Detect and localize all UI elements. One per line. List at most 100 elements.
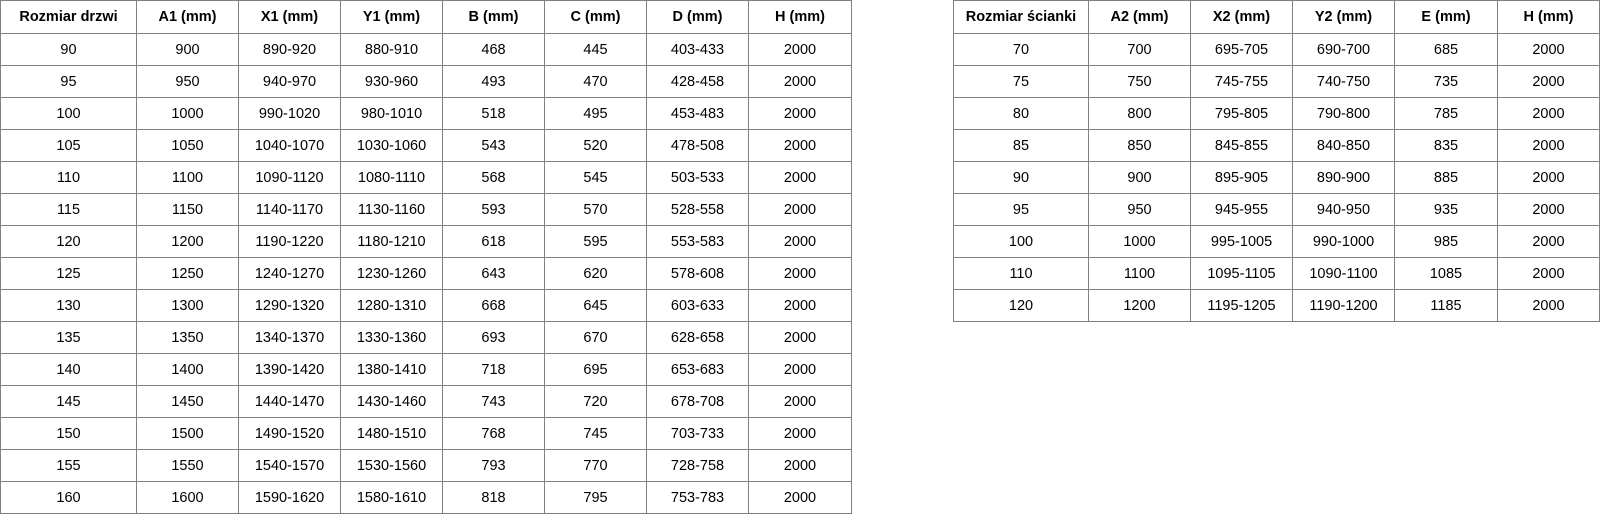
table-cell: 578-608: [646, 257, 749, 290]
table-cell: 80: [953, 97, 1089, 130]
table-cell: 880-910: [340, 33, 443, 66]
table-cell: 2000: [1497, 257, 1600, 290]
table-cell: 493: [442, 65, 545, 98]
table-cell: 95: [953, 193, 1089, 226]
table-cell: 620: [544, 257, 647, 290]
table-cell: 1000: [136, 97, 239, 130]
table-cell: 593: [442, 193, 545, 226]
column-header: X2 (mm): [1190, 0, 1293, 34]
table-cell: 643: [442, 257, 545, 290]
table-cell: 750: [1088, 65, 1191, 98]
table-cell: 2000: [1497, 225, 1600, 258]
table-cell: 703-733: [646, 417, 749, 450]
table-cell: 900: [136, 33, 239, 66]
table-cell: 1085: [1394, 257, 1498, 290]
column-header: Rozmiar ścianki: [953, 0, 1089, 34]
table-cell: 1300: [136, 289, 239, 322]
table-cell: 520: [544, 129, 647, 162]
table-row: 90 900 895-905 890-900 885 2000: [953, 161, 1600, 194]
table-cell: 2000: [748, 321, 852, 354]
table-cell: 543: [442, 129, 545, 162]
table-cell: 1530-1560: [340, 449, 443, 482]
table-cell: 1090-1120: [238, 161, 341, 194]
table-cell: 845-855: [1190, 129, 1293, 162]
table-cell: 720: [544, 385, 647, 418]
table-cell: 1190-1200: [1292, 289, 1395, 322]
table-cell: 528-558: [646, 193, 749, 226]
table-cell: 503-533: [646, 161, 749, 194]
table-cell: 735: [1394, 65, 1498, 98]
table-cell: 890-900: [1292, 161, 1395, 194]
table-cell: 745-755: [1190, 65, 1293, 98]
table-cell: 110: [953, 257, 1089, 290]
table-cell: 135: [0, 321, 137, 354]
table-cell: 700: [1088, 33, 1191, 66]
table-cell: 145: [0, 385, 137, 418]
table-cell: 990-1020: [238, 97, 341, 130]
table-cell: 570: [544, 193, 647, 226]
table-row: 90 900 890-920 880-910 468 445 403-433 2000: [0, 33, 852, 66]
column-header: Y1 (mm): [340, 0, 443, 34]
table-cell: 678-708: [646, 385, 749, 418]
table-cell: 2000: [748, 97, 852, 130]
table-cell: 1185: [1394, 289, 1498, 322]
table-cell: 1000: [1088, 225, 1191, 258]
column-header: E (mm): [1394, 0, 1498, 34]
table-cell: 628-658: [646, 321, 749, 354]
table-cell: 2000: [748, 257, 852, 290]
table-cell: 110: [0, 161, 137, 194]
table-cell: 2000: [1497, 33, 1600, 66]
table-cell: 945-955: [1190, 193, 1293, 226]
table-cell: 795: [544, 481, 647, 514]
table-row: 70 700 695-705 690-700 685 2000: [953, 33, 1600, 66]
table-cell: 1200: [1088, 289, 1191, 322]
table-cell: 670: [544, 321, 647, 354]
table-cell: 1550: [136, 449, 239, 482]
table-cell: 1490-1520: [238, 417, 341, 450]
header-row: Rozmiar ścianki A2 (mm) X2 (mm) Y2 (mm) E (m…: [953, 0, 1600, 34]
table-cell: 85: [953, 129, 1089, 162]
column-header: C (mm): [544, 0, 647, 34]
table-cell: 900: [1088, 161, 1191, 194]
table-cell: 2000: [748, 129, 852, 162]
table-cell: 478-508: [646, 129, 749, 162]
table-cell: 1100: [1088, 257, 1191, 290]
table-cell: 603-633: [646, 289, 749, 322]
table-row: 80 800 795-805 790-800 785 2000: [953, 97, 1600, 130]
table-row: 145 1450 1440-1470 1430-1460 743 720 678-708 20…: [0, 385, 852, 418]
table-cell: 618: [442, 225, 545, 258]
table-cell: 553-583: [646, 225, 749, 258]
table-cell: 768: [442, 417, 545, 450]
table-row: 155 1550 1540-1570 1530-1560 793 770 728-758 20…: [0, 449, 852, 482]
table-cell: 1090-1100: [1292, 257, 1395, 290]
table-cell: 120: [953, 289, 1089, 322]
column-header: Rozmiar drzwi: [0, 0, 137, 34]
column-header: H (mm): [1497, 0, 1600, 34]
table-cell: 2000: [1497, 129, 1600, 162]
table-cell: 2000: [1497, 65, 1600, 98]
table-row: 160 1600 1590-1620 1580-1610 818 795 753-783 20…: [0, 481, 852, 514]
table-cell: 140: [0, 353, 137, 386]
table-row: 150 1500 1490-1520 1480-1510 768 745 703-733 20…: [0, 417, 852, 450]
table-row: 100 1000 990-1020 980-1010 518 495 453-483 2000: [0, 97, 852, 130]
table-row: 100 1000 995-1005 990-1000 985 2000: [953, 225, 1600, 258]
table-cell: 693: [442, 321, 545, 354]
table-cell: 2000: [748, 385, 852, 418]
table-cell: 2000: [748, 161, 852, 194]
table-cell: 1380-1410: [340, 353, 443, 386]
column-header: Y2 (mm): [1292, 0, 1395, 34]
table-cell: 428-458: [646, 65, 749, 98]
table-row: 125 1250 1240-1270 1230-1260 643 620 578-608 20…: [0, 257, 852, 290]
table-row: 120 1200 1195-1205 1190-1200 1185 2000: [953, 289, 1600, 322]
table-cell: 1340-1370: [238, 321, 341, 354]
table-cell: 1290-1320: [238, 289, 341, 322]
table-cell: 2000: [748, 225, 852, 258]
table-cell: 2000: [748, 449, 852, 482]
table-cell: 1480-1510: [340, 417, 443, 450]
table-cell: 890-920: [238, 33, 341, 66]
table-cell: 1130-1160: [340, 193, 443, 226]
table-cell: 1080-1110: [340, 161, 443, 194]
column-header: D (mm): [646, 0, 749, 34]
table-cell: 125: [0, 257, 137, 290]
table-cell: 1590-1620: [238, 481, 341, 514]
